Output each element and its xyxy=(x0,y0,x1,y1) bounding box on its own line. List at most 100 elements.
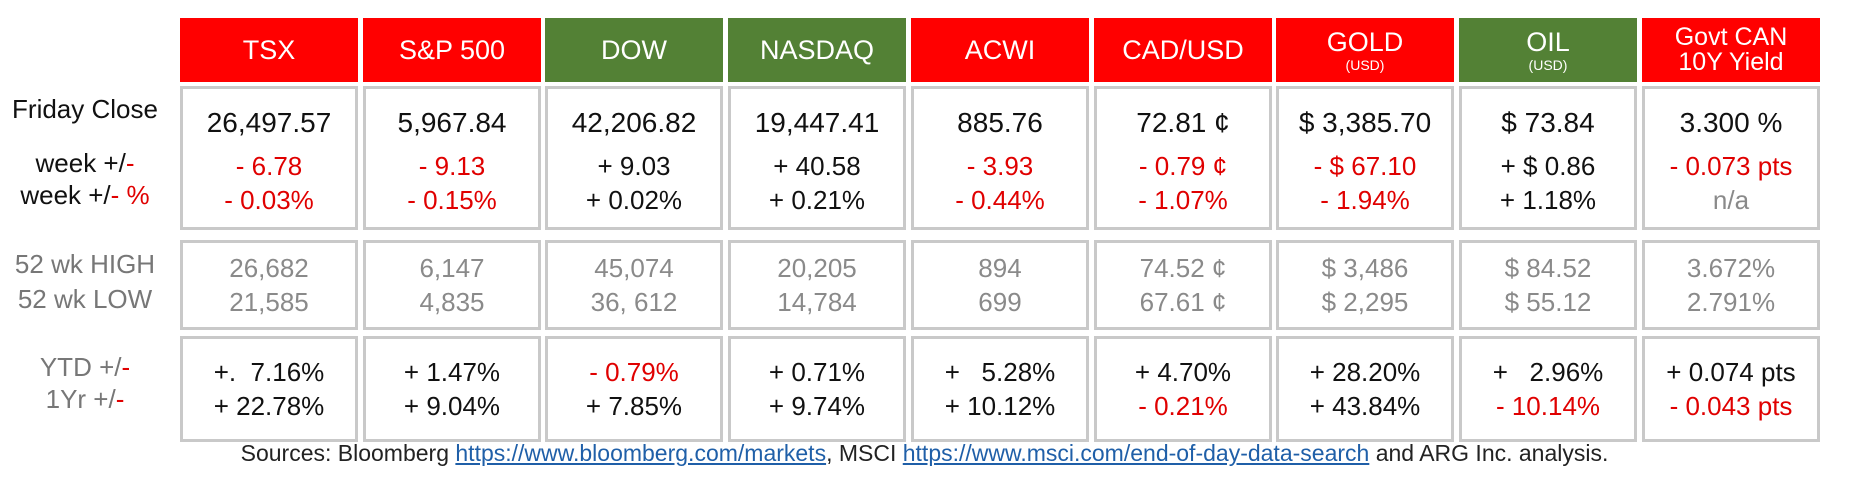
week-pct-value: - 1.07% xyxy=(1138,185,1228,215)
52wk-low-value: 67.61 ¢ xyxy=(1139,287,1227,317)
week-change-label-text: week +/ xyxy=(35,148,126,178)
week-change-value: - 0.79 ¢ xyxy=(1138,151,1228,181)
column-nasdaq: NASDAQ 19,447.41 + 40.58 + 0.21% 20,205 14,78… xyxy=(728,18,906,442)
week-change-value: - $ 67.10 xyxy=(1313,151,1417,181)
range-box: 3.672% 2.791% xyxy=(1642,240,1820,330)
friday-close-value: 72.81 ¢ xyxy=(1136,107,1230,138)
column-cad-usd: CAD/USD 72.81 ¢ - 0.79 ¢ - 1.07% 74.52 ¢ 67.6… xyxy=(1094,18,1272,442)
52wk-high-value: 26,682 xyxy=(229,253,309,283)
52wk-high-value: 3.672% xyxy=(1686,253,1776,283)
friday-close-value: $ 3,385.70 xyxy=(1298,107,1432,138)
ytd-value: + 1.47% xyxy=(403,357,501,387)
performance-box: + 5.28% + 10.12% xyxy=(911,336,1089,442)
bloomberg-link[interactable]: https://www.bloomberg.com/markets xyxy=(455,440,827,466)
performance-box: + 28.20% + 43.84% xyxy=(1276,336,1454,442)
column-header: ACWI xyxy=(911,18,1089,82)
column-tsx: TSX 26,497.57 - 6.78 - 0.03% 26,682 21,585 +. … xyxy=(180,18,358,442)
week-change-value: - 9.13 xyxy=(418,151,486,181)
range-box: 26,682 21,585 xyxy=(180,240,358,330)
week-pct-value: + 1.18% xyxy=(1499,185,1597,215)
week-change-value: - 3.93 xyxy=(966,151,1034,181)
column-header: DOW xyxy=(545,18,723,82)
row-label-52wk-low: 52 wk LOW xyxy=(0,282,170,316)
sources-middle: , MSCI xyxy=(826,440,903,466)
header-label: DOW xyxy=(601,34,667,65)
52wk-high-value: $ 84.52 xyxy=(1504,253,1592,283)
friday-close-label-text: Friday Close xyxy=(12,94,158,124)
week-change-value: + $ 0.86 xyxy=(1500,151,1596,181)
header-sublabel: (USD) xyxy=(1345,56,1385,73)
week-pct-value: - 0.15% xyxy=(407,185,497,215)
row-label-week-pct: week +/- % xyxy=(0,178,170,212)
column-gold: GOLD (USD) $ 3,385.70 - $ 67.10 - 1.94% $ 3,4… xyxy=(1276,18,1454,442)
header-label: OIL xyxy=(1526,26,1570,57)
column-acwi: ACWI 885.76- 3.93- 0.44% 894 699 + 5.28% + 10… xyxy=(911,18,1089,442)
column-header: S&P 500 xyxy=(363,18,541,82)
performance-box: + 2.96% - 10.14% xyxy=(1459,336,1637,442)
1yr-value: + 9.04% xyxy=(403,391,501,421)
1yr-value: + 22.78% xyxy=(213,391,325,421)
ytd-value: + 5.28% xyxy=(944,357,1056,387)
52wk-low-value: 36, 612 xyxy=(590,287,678,317)
header-label-line2: 10Y Yield xyxy=(1678,48,1784,76)
friday-close-value: 3.300 % xyxy=(1679,107,1783,138)
ytd-value: +. 7.16% xyxy=(213,357,325,387)
52wk-low-value: 2.791% xyxy=(1686,287,1776,317)
52wk-low-value: 14,784 xyxy=(777,287,857,317)
weekly-box: 885.76 - 3.93 - 0.44% xyxy=(911,86,1089,230)
52wk-high-value: 6,147 xyxy=(419,253,485,283)
weekly-box: $ 73.84 + $ 0.86 + 1.18% xyxy=(1459,86,1637,230)
friday-close-value: 19,447.41 xyxy=(754,107,880,138)
1yr-value: + 7.85% xyxy=(585,391,683,421)
column-header: GOLD (USD) xyxy=(1276,18,1454,82)
1yr-value: - 0.043 pts xyxy=(1669,391,1793,421)
performance-box: +. 7.16% + 22.78% xyxy=(180,336,358,442)
friday-close-value: 26,497.57 xyxy=(206,107,332,138)
week-change-value: - 0.073 pts xyxy=(1669,151,1793,181)
1yr-value: + 9.74% xyxy=(768,391,866,421)
week-pct-value: n/a xyxy=(1712,185,1750,215)
header-label: NASDAQ xyxy=(759,34,875,65)
performance-box: + 0.71% + 9.74% xyxy=(728,336,906,442)
range-box: $ 3,486 $ 2,295 xyxy=(1276,240,1454,330)
yr-label-dash: - xyxy=(115,384,125,414)
52wk-high-value: 894 xyxy=(978,253,1022,283)
low-label-text: 52 wk LOW xyxy=(17,284,153,314)
range-box: 6,147 4,835 xyxy=(363,240,541,330)
52wk-low-value: $ 2,295 xyxy=(1321,287,1409,317)
ytd-value: + 4.70% xyxy=(1134,357,1232,387)
ytd-label-dash: - xyxy=(121,352,131,382)
52wk-low-value: 4,835 xyxy=(419,287,485,317)
week-pct-value: - 0.44% xyxy=(955,185,1045,215)
row-label-friday-close: Friday Close xyxy=(0,92,170,126)
weekly-box: 19,447.41 + 40.58 + 0.21% xyxy=(728,86,906,230)
column-header: TSX xyxy=(180,18,358,82)
weekly-box: 5,967.84 - 9.13 - 0.15% xyxy=(363,86,541,230)
week-change-value: + 9.03 xyxy=(597,151,671,181)
1yr-value: + 10.12% xyxy=(944,391,1056,421)
week-pct-value: - 1.94% xyxy=(1320,185,1410,215)
52wk-low-value: $ 55.12 xyxy=(1504,287,1592,317)
header-label: CAD/USD xyxy=(1122,34,1244,65)
52wk-high-value: 74.52 ¢ xyxy=(1139,253,1227,283)
range-box: $ 84.52 $ 55.12 xyxy=(1459,240,1637,330)
sources-footer: Sources: Bloomberg https://www.bloomberg… xyxy=(0,440,1849,467)
weekly-box: 72.81 ¢ - 0.79 ¢ - 1.07% xyxy=(1094,86,1272,230)
1yr-value: - 0.21% xyxy=(1138,391,1228,421)
week-change-value: - 6.78 xyxy=(235,151,303,181)
week-change-value: + 40.58 xyxy=(773,151,861,181)
msci-link[interactable]: https://www.msci.com/end-of-day-data-sea… xyxy=(902,440,1370,466)
header-label: GOLD xyxy=(1326,26,1404,57)
weekly-box: $ 3,385.70 - $ 67.10 - 1.94% xyxy=(1276,86,1454,230)
high-label-text: 52 wk HIGH xyxy=(14,249,156,279)
week-pct-label-text: week +/ xyxy=(20,180,111,210)
sources-prefix: Sources: Bloomberg xyxy=(240,440,456,466)
performance-box: + 1.47% + 9.04% xyxy=(363,336,541,442)
52wk-low-value: 699 xyxy=(978,287,1022,317)
ytd-label-text: YTD +/ xyxy=(39,352,122,382)
ytd-value: + 0.074 pts xyxy=(1666,357,1796,387)
header-label: Govt CAN xyxy=(1674,22,1788,51)
row-label-1yr: 1Yr +/- xyxy=(0,382,170,416)
column-header: Govt CAN 10Y Yield xyxy=(1642,18,1820,82)
column-oil: OIL (USD) $ 73.84 + $ 0.86 + 1.18% $ 84.52 $ 5… xyxy=(1459,18,1637,442)
